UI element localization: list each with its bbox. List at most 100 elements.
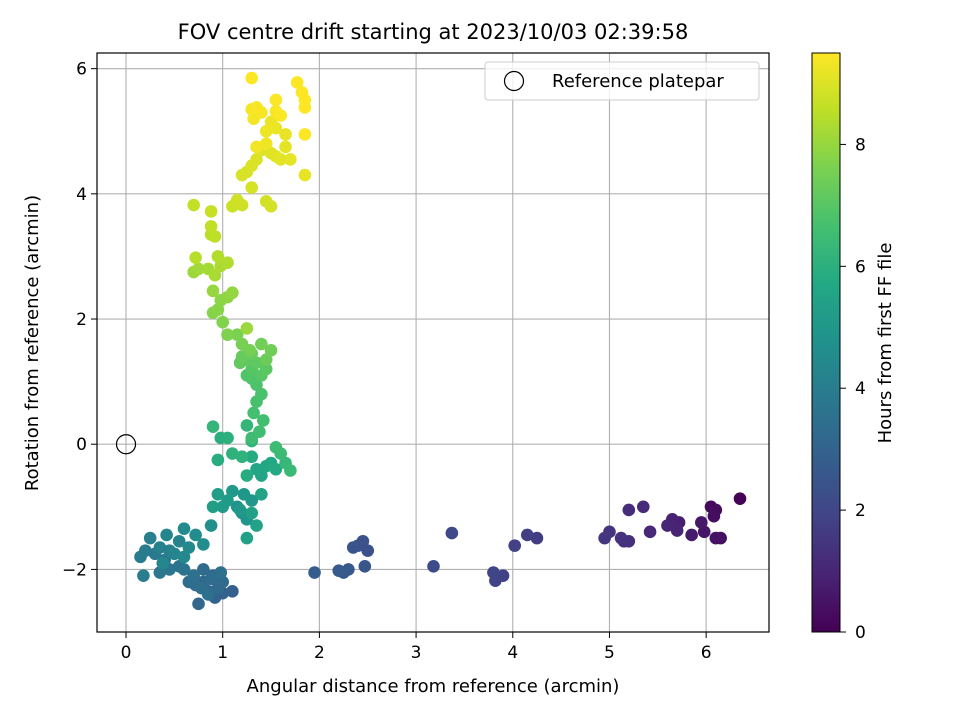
data-point (204, 220, 218, 233)
data-point (508, 539, 522, 552)
data-point (264, 115, 278, 129)
x-tick-label: 6 (701, 643, 712, 663)
x-tick-label: 5 (604, 643, 615, 663)
data-point (259, 124, 273, 138)
data-point (269, 441, 283, 454)
x-axis-ticks: 0 1 2 3 4 5 6 (121, 632, 712, 663)
data-point (137, 569, 150, 582)
data-point (445, 526, 459, 540)
data-point (230, 328, 244, 341)
data-point (235, 450, 249, 464)
data-point (216, 315, 229, 329)
data-point (237, 487, 251, 501)
data-point (269, 93, 283, 107)
data-point (206, 284, 220, 298)
data-point (487, 566, 500, 579)
y-tick-label: 0 (76, 435, 87, 455)
data-point (259, 137, 273, 151)
data-point (214, 566, 228, 579)
data-point (308, 566, 321, 579)
data-point (358, 559, 372, 573)
data-point (298, 101, 312, 114)
colorbar-tick-label: 0 (855, 623, 866, 643)
data-point (614, 531, 628, 545)
data-point (257, 414, 270, 427)
data-point (707, 509, 721, 523)
data-point (284, 464, 297, 477)
reference-marker (115, 434, 137, 455)
data-point (201, 588, 215, 601)
data-point (598, 531, 611, 545)
colorbar-tick-label: 4 (855, 379, 866, 399)
data-point (172, 534, 186, 548)
data-point (221, 328, 234, 341)
data-point (240, 322, 254, 335)
data-point (250, 140, 263, 154)
data-point (208, 230, 222, 243)
data-point (298, 128, 312, 141)
data-point (695, 516, 708, 529)
data-point (177, 522, 191, 536)
data-point (259, 353, 273, 367)
data-point (160, 528, 173, 542)
colorbar-tick-label: 8 (855, 135, 866, 155)
data-point (298, 168, 312, 182)
data-point (255, 387, 268, 401)
data-point (274, 109, 288, 122)
data-point (240, 531, 254, 545)
data-point (520, 528, 534, 542)
data-point (182, 541, 196, 554)
data-point (250, 153, 263, 166)
data-point (143, 531, 157, 545)
data-point (255, 337, 268, 351)
data-point (245, 71, 259, 85)
data-point (247, 406, 260, 420)
data-point (172, 559, 186, 573)
colorbar-gradient (811, 52, 841, 633)
data-point (233, 503, 247, 517)
data-point (235, 168, 249, 182)
data-point (211, 487, 225, 501)
data-point (284, 153, 297, 166)
data-point (197, 563, 210, 576)
x-tick-label: 1 (217, 643, 228, 663)
data-point (253, 425, 266, 438)
data-point (226, 585, 239, 598)
legend-marker (503, 70, 525, 92)
data-point (361, 544, 375, 557)
grid-lines (97, 53, 769, 632)
data-point (235, 198, 249, 212)
data-point (733, 492, 747, 505)
data-point (168, 547, 181, 561)
data-point (153, 541, 167, 554)
colorbar-label: Hours from first FF file (875, 243, 896, 444)
colorbar-tick-label: 2 (855, 501, 866, 521)
data-point (211, 250, 225, 263)
data-point (189, 528, 202, 542)
data-point (255, 106, 268, 119)
y-axis-label: Rotation from reference (arcmin) (22, 195, 43, 491)
colorbar-ticks: 0 2 4 6 8 (840, 135, 866, 643)
data-point (192, 262, 205, 276)
data-point (235, 337, 249, 351)
data-point (245, 506, 259, 520)
x-tick-label: 3 (411, 643, 422, 663)
data-point (206, 500, 220, 514)
x-tick-label: 2 (314, 643, 325, 663)
data-point (245, 181, 259, 194)
data-point (211, 453, 225, 467)
data-point (709, 531, 723, 545)
data-point (226, 484, 239, 498)
data-point (134, 550, 147, 564)
data-point (250, 356, 263, 370)
legend: Reference platepar (484, 61, 760, 101)
data-point (221, 431, 234, 445)
data-point (208, 268, 222, 282)
data-point (221, 256, 234, 269)
y-tick-label: −2 (62, 560, 87, 580)
data-point (216, 500, 229, 514)
data-point (187, 569, 200, 582)
data-point (255, 487, 268, 501)
data-point (226, 447, 239, 460)
